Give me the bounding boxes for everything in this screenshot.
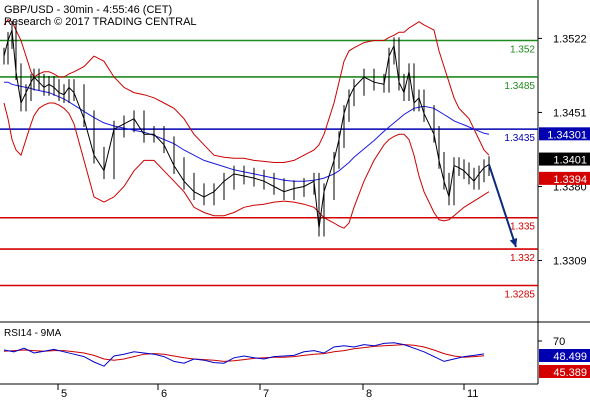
band-line-bb_lower bbox=[3, 102, 490, 229]
price-tick-label-0: 1.3522 bbox=[553, 33, 587, 45]
rsi-tag-0-box bbox=[539, 349, 590, 362]
chart-title: GBP/USD - 30min - 4:55:46 (CET) bbox=[4, 4, 172, 16]
rsi-tag-1-label: 45.389 bbox=[553, 367, 587, 379]
time-tick-labels: 5 6 7 8 11 bbox=[57, 384, 478, 400]
time-tick-label-1: 6 bbox=[161, 388, 167, 400]
price-tags: 1.34301 1.3401 1.3394 bbox=[539, 127, 590, 186]
chart-subtitle: Research © 2017 TRADING CENTRAL bbox=[4, 16, 197, 28]
level-label-2: 1.3435 bbox=[504, 133, 535, 144]
moving-average bbox=[4, 81, 490, 182]
price-tag-0-label: 1.34301 bbox=[547, 129, 587, 141]
arrow-head bbox=[509, 238, 518, 247]
rsi-panel: 70 48.499 45.389 bbox=[3, 336, 590, 379]
level-label-5: 1.3285 bbox=[504, 290, 535, 301]
rsi-tag-1-box bbox=[539, 365, 590, 378]
price-tag-0-box bbox=[539, 127, 590, 141]
level-label-3: 1.335 bbox=[510, 222, 535, 233]
price-bars bbox=[3, 21, 490, 237]
level-label-0: 1.352 bbox=[510, 44, 535, 55]
time-tick-label-4: 11 bbox=[467, 388, 478, 400]
price-tag-2-label: 1.3394 bbox=[553, 174, 587, 186]
forecast-arrow bbox=[488, 164, 518, 248]
price-tag-1-box bbox=[539, 152, 590, 166]
time-tick-label-3: 8 bbox=[366, 388, 372, 400]
price-tag-1-label: 1.3401 bbox=[553, 155, 587, 167]
arrow-shaft bbox=[488, 164, 517, 248]
level-label-1: 1.3485 bbox=[504, 81, 535, 92]
rsi-tick-label-0: 70 bbox=[553, 336, 565, 348]
price-tick-label-1: 1.3451 bbox=[553, 107, 587, 119]
level-label-4: 1.332 bbox=[510, 253, 535, 264]
rsi-line bbox=[3, 342, 485, 367]
time-tick-label-0: 5 bbox=[61, 388, 67, 400]
price-tick-label-3: 1.3309 bbox=[553, 255, 587, 267]
level-lines: 1.352 1.3485 1.3435 1.335 1.332 1.3285 bbox=[0, 39, 538, 301]
price-tag-2-box bbox=[539, 171, 590, 185]
band-line-bb_upper bbox=[3, 18, 490, 163]
time-tick-label-2: 7 bbox=[263, 388, 269, 400]
rsi-tag-0-label: 48.499 bbox=[553, 351, 587, 363]
bollinger-bands bbox=[3, 18, 490, 229]
price-line bbox=[3, 29, 490, 229]
rsi-title: RSI14 - 9MA bbox=[4, 328, 62, 339]
ma-line bbox=[4, 81, 490, 182]
